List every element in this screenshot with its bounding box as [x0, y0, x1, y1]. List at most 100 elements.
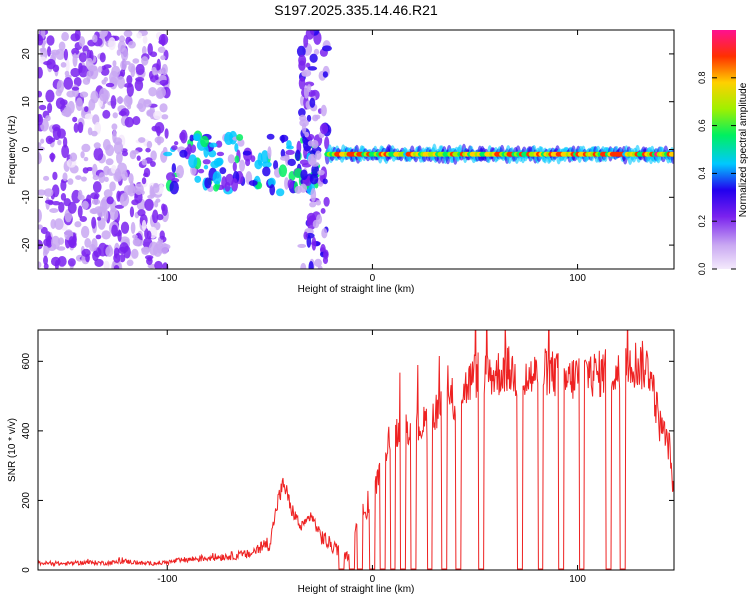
heatmap-cell	[97, 216, 102, 221]
heatmap-cell	[194, 175, 202, 183]
heatmap-cell	[38, 113, 44, 126]
heatmap-cell	[101, 230, 111, 240]
heatmap-cell	[135, 63, 145, 76]
heatmap-cell	[60, 193, 67, 201]
heatmap-cell	[320, 247, 326, 253]
heatmap-cell	[299, 183, 307, 193]
heatmap-cell	[48, 137, 56, 143]
heatmap-cell	[169, 180, 179, 195]
heatmap-cell	[313, 48, 320, 56]
heatmap-cell	[67, 178, 74, 185]
heatmap-cell	[113, 264, 120, 269]
heatmap-cell	[108, 208, 119, 221]
heatmap-cell	[81, 143, 91, 153]
heatmap-cell	[309, 53, 318, 63]
snr-x-tick-label: 0	[370, 574, 376, 585]
heatmap-cell	[136, 32, 143, 39]
heatmap-cell	[104, 176, 109, 182]
heatmap-cell	[157, 69, 164, 75]
heatmap-cell	[52, 171, 58, 181]
heatmap-cell	[161, 203, 166, 212]
heatmap-cell	[250, 155, 256, 163]
heatmap-cell	[173, 141, 179, 146]
heatmap-cell	[40, 138, 45, 144]
heatmap-cell	[91, 198, 101, 205]
heatmap-cell	[43, 263, 49, 269]
heatmap-cell	[67, 258, 76, 267]
heatmap-cell	[38, 239, 43, 250]
heatmap-cell	[84, 106, 89, 113]
heatmap-cell	[97, 65, 103, 73]
heatmap-cell	[321, 45, 332, 52]
heatmap-cell	[267, 146, 272, 160]
snr-panel: -100 0 100 0 200 400 600 Height of straight l…	[7, 329, 675, 595]
heatmap-cell	[304, 81, 315, 87]
heatmap-cell	[109, 70, 119, 85]
heatmap-cell	[156, 125, 161, 137]
heatmap-cell	[74, 30, 81, 41]
heatmap-cell	[188, 154, 198, 169]
heatmap-cell	[65, 59, 70, 73]
heatmap-cell	[266, 133, 275, 140]
heatmap-cell	[141, 246, 150, 255]
heatmap-cell	[136, 102, 144, 110]
heatmap-cell	[161, 114, 169, 120]
snr-x-tick-label: 100	[569, 574, 586, 585]
heatmap-cell	[179, 149, 188, 158]
heatmap-cell	[99, 52, 106, 63]
heatmap-cell	[303, 34, 309, 48]
heatmap-cell	[109, 181, 116, 192]
heatmap-cell	[127, 104, 132, 110]
heatmap-cell	[287, 158, 296, 167]
heatmap-cell	[38, 66, 43, 79]
heatmap-cell	[298, 76, 306, 90]
heatmap-cell	[307, 153, 317, 166]
heatmap-cell	[62, 172, 68, 182]
heatmap-cell	[200, 135, 210, 148]
heatmap-cell	[197, 168, 205, 174]
heatmap-cell	[103, 189, 113, 198]
heatmap-cell	[278, 164, 288, 178]
heatmap-cell	[248, 180, 258, 186]
heatmap-cell	[136, 155, 141, 161]
heatmap-cell	[38, 104, 47, 111]
heatmap-cell	[160, 242, 169, 255]
heatmap-cell	[301, 122, 307, 134]
heatmap-cell	[322, 178, 328, 185]
heatmap-cell	[91, 216, 97, 229]
heatmap-cell	[114, 204, 125, 209]
heatmap-cell	[668, 151, 674, 157]
heatmap-cell	[105, 158, 114, 166]
heatmap-cell	[80, 225, 90, 239]
heatmap-cell	[297, 243, 307, 249]
heatmap-cell	[300, 169, 308, 181]
heatmap-cell	[132, 237, 141, 247]
heatmap-cell	[50, 152, 55, 163]
heatmap-cell	[213, 184, 219, 192]
heatmap-cell	[239, 159, 246, 172]
heatmap-cell	[193, 133, 202, 142]
heatmap-cell	[74, 221, 82, 228]
heatmap-cells	[38, 30, 674, 269]
heatmap-cell	[143, 100, 152, 108]
heatmap-cell	[307, 66, 318, 71]
heatmap-cell	[133, 183, 144, 195]
heatmap-cell	[55, 89, 62, 97]
heatmap-cell	[69, 152, 78, 162]
heatmap-cell	[267, 177, 276, 187]
heatmap-cell	[286, 140, 292, 149]
heatmap-cell	[134, 79, 144, 92]
heatmap-cell	[315, 199, 322, 206]
heatmap-cell	[73, 77, 82, 87]
heatmap-cell	[155, 198, 161, 203]
heatmap-cell	[72, 116, 78, 123]
heatmap-cell	[116, 151, 123, 164]
heatmap-cell	[159, 79, 169, 86]
heatmap-cell	[116, 96, 124, 104]
heatmap-cell	[305, 232, 315, 239]
heatmap-cell	[148, 241, 159, 256]
heatmap-cell	[159, 103, 168, 113]
snr-frame	[37, 329, 675, 571]
heatmap-cell	[129, 206, 135, 218]
heatmap-cell	[112, 112, 118, 119]
